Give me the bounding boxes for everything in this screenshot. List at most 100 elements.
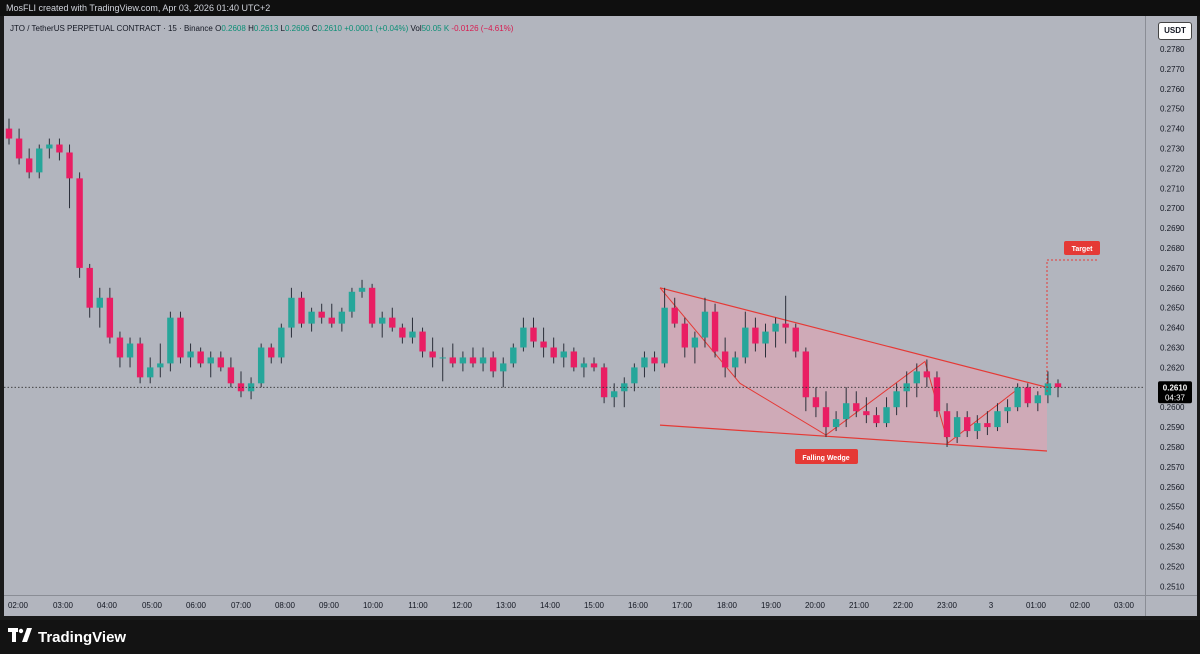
low-value: 0.2606 <box>285 24 310 33</box>
time-tick-label: 04:00 <box>97 601 118 610</box>
price-tick-label: 0.2550 <box>1160 503 1185 512</box>
time-tick-label: 08:00 <box>275 601 296 610</box>
candle-body <box>1004 407 1011 412</box>
price-tick-label: 0.2660 <box>1160 284 1185 293</box>
candle-body <box>832 419 840 428</box>
price-tick-label: 0.2680 <box>1160 244 1185 253</box>
falling-wedge-label-box <box>795 449 858 464</box>
price-tick-label: 0.2690 <box>1160 224 1185 233</box>
chart-pane[interactable] <box>4 16 1145 595</box>
candle-body <box>15 138 23 159</box>
vol-value: 50.05 K <box>421 24 450 33</box>
candle-body <box>459 357 467 364</box>
price-tick-label: 0.2730 <box>1160 145 1185 154</box>
candle-body <box>116 337 124 358</box>
time-tick-label: 10:00 <box>363 601 384 610</box>
time-tick-label: 15:00 <box>584 601 605 610</box>
candle-body <box>157 363 164 368</box>
currency-button[interactable]: USDT <box>1158 22 1192 40</box>
candle-body <box>56 144 63 153</box>
change-value: +0.0001 (+0.04%) <box>344 24 409 33</box>
close-label: C <box>311 24 318 33</box>
candle-body <box>732 357 739 368</box>
candle-body <box>197 351 204 364</box>
axis-corner <box>1145 595 1197 616</box>
low-label: L <box>280 24 285 33</box>
candle-body <box>560 351 567 358</box>
time-tick-label: 3 <box>989 601 994 610</box>
header-credit: MosFLI created with TradingView.com, Apr… <box>0 0 1200 16</box>
candle-body <box>36 148 43 173</box>
candle-body <box>893 391 900 408</box>
candle-body <box>953 417 961 438</box>
candle-body <box>782 323 789 328</box>
current-price-label: 0.2610 <box>1163 383 1188 392</box>
time-tick-label: 11:00 <box>408 601 428 610</box>
candle-body <box>510 347 517 364</box>
close-value: 0.2610 <box>317 24 342 33</box>
candle-body <box>631 367 638 384</box>
time-tick-label: 13:00 <box>496 601 517 610</box>
price-tick-label: 0.2530 <box>1160 543 1185 552</box>
candle-body <box>358 287 366 292</box>
candle-body <box>419 331 426 352</box>
countdown-label: 04:37 <box>1165 393 1186 402</box>
candle-body <box>1024 387 1031 404</box>
candle-body <box>530 327 537 342</box>
time-tick-label: 20:00 <box>805 601 826 610</box>
candle-body <box>742 327 749 358</box>
candle-body <box>681 323 688 348</box>
price-tick-label: 0.2600 <box>1160 403 1185 412</box>
candle-body <box>268 347 275 358</box>
candle-body <box>974 423 981 432</box>
candle-body <box>822 407 830 428</box>
price-tick-label: 0.2520 <box>1160 562 1185 571</box>
price-axis[interactable] <box>1145 16 1197 595</box>
high-value: 0.2613 <box>253 24 279 33</box>
candle-body <box>298 297 305 324</box>
candle-body <box>641 357 648 368</box>
candle-body <box>1044 383 1052 396</box>
falling-wedge-label: Falling Wedge <box>802 455 849 462</box>
vol-label: Vol <box>410 24 422 33</box>
candle-body <box>873 415 880 424</box>
candlestick-chart[interactable]: 0.2780 0.2770 0.2760 0.2750 0.2740 0.2730 0.27… <box>0 0 1200 620</box>
candle-body <box>933 377 941 412</box>
time-tick-label: 03:00 <box>1114 601 1135 610</box>
candle-body <box>772 323 779 332</box>
candle-body <box>540 341 547 348</box>
candle-body <box>913 371 920 384</box>
candle-body <box>671 307 678 324</box>
candle-body <box>984 423 991 428</box>
candle-body <box>257 347 265 384</box>
candle-body <box>600 367 608 398</box>
candle-body <box>348 291 356 312</box>
candle-body <box>288 297 295 328</box>
candle-body <box>762 331 769 344</box>
price-tick-label: 0.2570 <box>1160 463 1185 472</box>
candle-body <box>1054 383 1062 388</box>
price-tick-label: 0.2700 <box>1160 204 1185 213</box>
time-tick-label: 19:00 <box>761 601 782 610</box>
candle-body <box>368 287 376 324</box>
candle-body <box>247 383 255 392</box>
candle-body <box>711 311 719 352</box>
price-tick-label: 0.2640 <box>1160 324 1185 333</box>
candle-body <box>691 337 699 348</box>
time-tick-label: 18:00 <box>717 601 738 610</box>
candle-body <box>903 383 910 392</box>
symbol-name: JTO / TetherUS PERPETUAL CONTRACT · 15 ·… <box>10 24 213 33</box>
candle-body <box>701 311 709 338</box>
candle-body <box>883 407 890 424</box>
time-axis[interactable] <box>4 595 1145 616</box>
candle-body <box>409 331 416 338</box>
candle-body <box>318 311 325 318</box>
time-tick-label: 03:00 <box>53 601 74 610</box>
candle-body <box>389 317 396 328</box>
open-label: O <box>215 24 222 33</box>
candle-body <box>853 403 860 412</box>
candle-body <box>217 357 225 368</box>
candle-body <box>429 351 436 358</box>
price-tick-label: 0.2630 <box>1160 344 1185 353</box>
candle-body <box>76 178 83 268</box>
